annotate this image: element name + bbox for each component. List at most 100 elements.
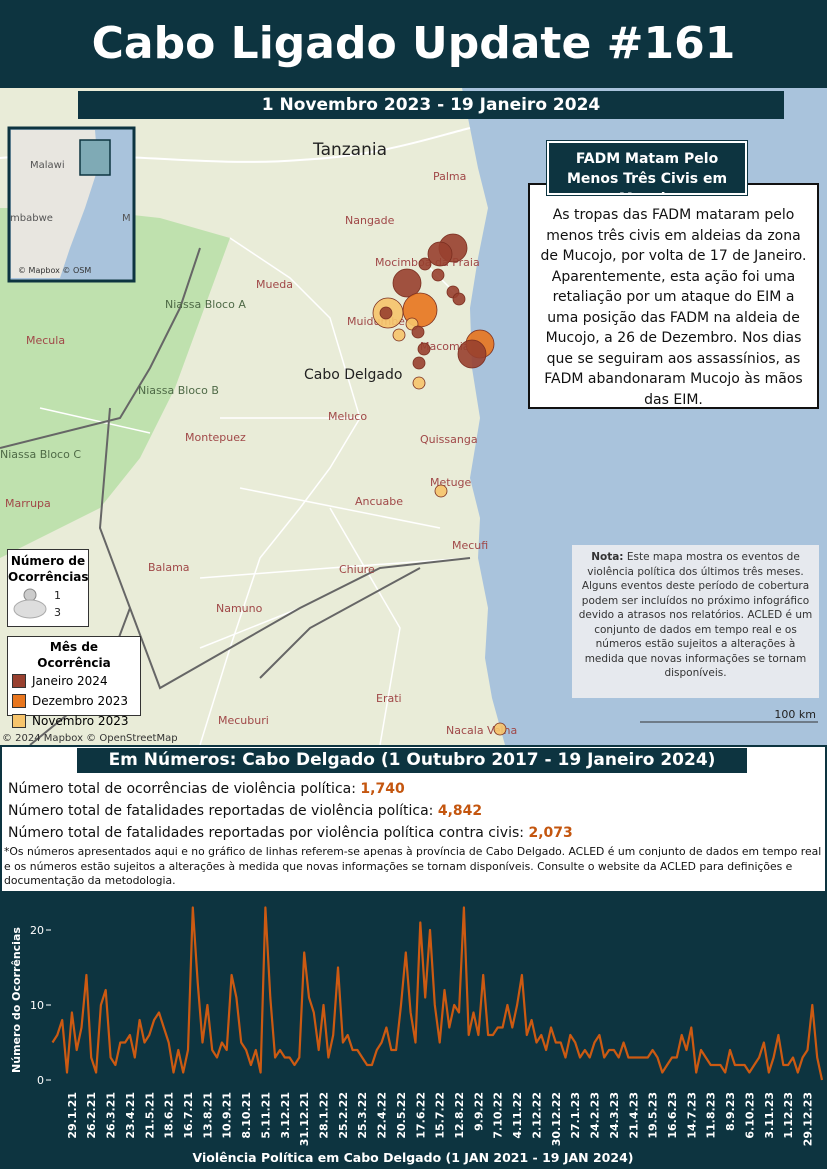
inset-map: Malawi mbabwe M © Mapbox © OSM: [7, 126, 136, 283]
park: [0, 208, 230, 558]
legend-swatch: [12, 674, 26, 688]
map-label: Nangade: [345, 214, 395, 227]
event: [452, 292, 466, 306]
event: [411, 325, 425, 339]
map-label: Quissanga: [420, 433, 478, 446]
x-axis-label: Violência Política em Cabo Delgado (1 JA…: [193, 1150, 634, 1165]
x-tick-label: 19.5.23: [647, 1092, 660, 1139]
map-label: Niassa Bloco C: [0, 448, 81, 461]
size-legend-marks: 1 3: [13, 588, 61, 619]
x-tick-label: 4.11.22: [511, 1092, 524, 1139]
legend-title: Mês de Ocorrência: [37, 640, 111, 670]
number-row: Número total de ocorrências de violência…: [8, 778, 820, 800]
x-tick-label: 15.7.22: [434, 1092, 447, 1139]
x-tick-label: 7.10.22: [492, 1092, 505, 1139]
footnote: *Os números apresentados aqui e no gráfi…: [4, 845, 822, 887]
y-tick-label: 10: [30, 999, 44, 1012]
map-label: Mecuburi: [218, 714, 269, 727]
legend-swatch: [12, 694, 26, 708]
x-tick-label: 6.10.23: [743, 1092, 756, 1139]
x-tick-label: 31.12.21: [298, 1092, 311, 1146]
number-value: 4,842: [437, 803, 483, 819]
y-tick-label: 20: [30, 924, 44, 937]
map-label: Namuno: [216, 602, 263, 615]
data-line: [51, 906, 824, 1081]
event: [412, 356, 426, 370]
x-tick-label: 8.9.23: [724, 1092, 737, 1131]
map-label: Cabo Delgado: [304, 367, 402, 383]
number-value: 2,073: [528, 825, 573, 841]
x-tick-label: 24.2.23: [589, 1092, 602, 1139]
number-row: Número total de fatalidades reportadas d…: [8, 800, 820, 822]
map-label: Mueda: [256, 278, 293, 291]
map-label: Erati: [376, 692, 402, 705]
x-tick-label: 18.6.21: [163, 1092, 176, 1139]
callout-title: FADM Matam Pelo Menos Três Civis em Muco…: [546, 140, 748, 207]
x-tick-label: 2.12.22: [530, 1092, 543, 1139]
x-tick-label: 14.7.23: [685, 1092, 698, 1139]
inset-land: [11, 130, 98, 278]
event: [392, 328, 406, 342]
map-label: Marrupa: [5, 497, 51, 510]
legend-item: Janeiro 2024: [32, 674, 108, 688]
inset-label: M: [122, 213, 131, 224]
map-label: Meluco: [328, 410, 367, 423]
number-label: Número total de fatalidades reportadas d…: [8, 803, 434, 819]
x-tick-label: 13.8.21: [201, 1092, 214, 1139]
event: [427, 241, 453, 267]
legend-title: Número de Ocorrências: [8, 554, 89, 584]
x-tick-label: 29.1.21: [66, 1092, 79, 1139]
x-tick-label: 3.11.23: [763, 1092, 776, 1139]
x-tick-label: 29.12.23: [801, 1092, 814, 1146]
x-tick-label: 21.5.21: [143, 1092, 156, 1139]
size-sample: [13, 599, 47, 619]
x-tick-label: 12.8.22: [453, 1092, 466, 1139]
note: Nota: Este mapa mostra os eventos de vio…: [572, 545, 819, 698]
map-label: Nacala Velha: [446, 724, 517, 737]
x-tick-label: 1.12.23: [782, 1092, 795, 1139]
map-label: Niassa Bloco B: [138, 384, 219, 397]
x-tick-label: 25.3.22: [356, 1092, 369, 1139]
x-tick-label: 17.6.22: [414, 1092, 427, 1139]
event: [457, 339, 487, 369]
number-value: 1,740: [360, 781, 405, 797]
event: [379, 306, 393, 320]
roads: [0, 247, 471, 745]
header-title: Cabo Ligado Update #161: [91, 18, 736, 69]
x-tick-label: 16.6.23: [666, 1092, 679, 1139]
size-sample: [23, 588, 37, 602]
x-tick-label: 9.9.22: [472, 1092, 485, 1131]
event: [434, 484, 448, 498]
map-label: Ancuabe: [355, 495, 403, 508]
scale-label: 100 km: [774, 708, 816, 721]
event: [418, 257, 432, 271]
x-tick-label: 23.4.21: [124, 1092, 137, 1139]
x-tick-label: 11.8.23: [705, 1092, 718, 1139]
district-borders: [39, 237, 471, 745]
legend-row: Novembro 2023: [12, 711, 136, 731]
callout-text: As tropas das FADM mataram pelo menos tr…: [528, 183, 819, 409]
map-label: Chiure: [339, 563, 375, 576]
number-label: Número total de ocorrências de violência…: [8, 781, 356, 797]
x-tick-label: 26.3.21: [105, 1092, 118, 1139]
legend-row: Janeiro 2024: [12, 671, 136, 691]
x-tick-label: 21.4.23: [627, 1092, 640, 1139]
x-tick-label: 8.10.21: [240, 1092, 253, 1139]
x-tick-label: 20.5.22: [395, 1092, 408, 1139]
map-label: Mecula: [26, 334, 65, 347]
month-legend: Mês de Ocorrência Janeiro 2024 Dezembro 2…: [7, 636, 141, 728]
x-tick-label: 24.3.23: [608, 1092, 621, 1139]
map-label: Macomia: [420, 340, 470, 353]
x-tick-label: 16.7.21: [182, 1092, 195, 1139]
event: [412, 376, 426, 390]
x-tick-label: 27.1.23: [569, 1092, 582, 1139]
numbers-rows: Número total de ocorrências de violência…: [8, 778, 820, 844]
map-label: Montepuez: [185, 431, 246, 444]
x-tick-label: 22.4.22: [376, 1092, 389, 1139]
date-range: 1 Novembro 2023 - 19 Janeiro 2024: [78, 91, 784, 119]
event: [417, 342, 431, 356]
legend-item: Novembro 2023: [32, 714, 129, 728]
size-legend: Número de Ocorrências 1 3: [7, 549, 89, 627]
x-tick-label: 25.2.22: [337, 1092, 350, 1139]
